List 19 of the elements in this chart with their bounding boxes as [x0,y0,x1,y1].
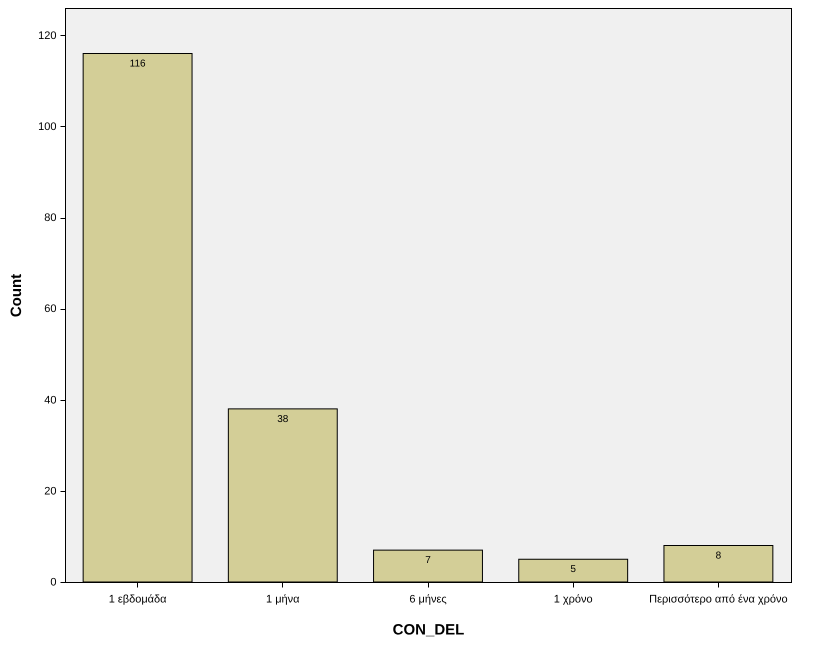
y-tick-label: 0 [50,576,56,588]
data-label: 116 [130,58,146,70]
y-tick-label: 40 [44,394,56,406]
x-tick-label: 1 μήνα [266,594,300,606]
y-axis-title: Count [8,274,26,318]
y-tick-label: 100 [38,120,56,133]
data-label: 5 [570,564,576,576]
x-tick-label: 1 εβδομάδα [108,594,168,606]
x-tick-label: 6 μήνες [409,594,447,606]
data-label: 7 [425,555,432,566]
y-tick-label: 60 [44,303,56,316]
x-axis-title: CON_DEL [392,622,464,638]
y-tick-label: 80 [44,212,56,224]
x-tick-label: Περισσότερο από ένα χρόνο [649,594,788,606]
data-label: 8 [716,550,722,562]
y-tick-label: 120 [38,30,56,42]
data-label: 38 [277,414,289,425]
x-tick-label: 1 χρόνο [554,594,593,606]
y-tick-label: 20 [44,485,56,498]
